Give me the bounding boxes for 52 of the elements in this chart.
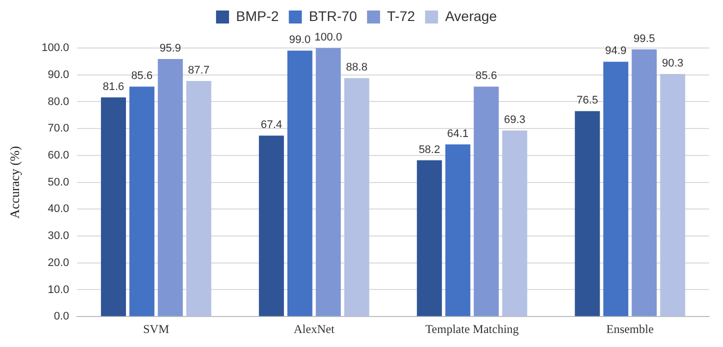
y-tick-label: 60.0 (48, 149, 70, 162)
bar (603, 62, 628, 316)
data-label: 85.6 (131, 70, 153, 82)
bar (660, 74, 686, 316)
y-tick-label: 0.0 (54, 310, 70, 323)
data-label: 67.4 (260, 119, 282, 132)
bar (474, 86, 499, 316)
y-axis-title: Accuracy (%) (7, 146, 22, 219)
x-tick-label: Ensemble (606, 322, 654, 336)
data-label: 76.5 (576, 94, 598, 107)
data-label: 64.1 (447, 128, 469, 140)
bar (574, 111, 600, 316)
legend-label: BMP-2 (236, 8, 280, 24)
data-label: 100.0 (314, 32, 342, 44)
data-label: 81.6 (102, 80, 124, 93)
bar (316, 48, 341, 316)
y-tick-label: 70.0 (48, 122, 70, 135)
bar (186, 81, 212, 316)
bar (344, 78, 370, 316)
data-label: 90.3 (662, 58, 684, 70)
data-label: 58.2 (418, 144, 440, 156)
data-label: 95.9 (160, 42, 182, 55)
y-tick-label: 90.0 (48, 68, 70, 81)
data-label: 88.8 (346, 62, 368, 74)
legend-label: T-72 (387, 8, 416, 24)
x-tick-label: Template Matching (425, 322, 519, 336)
legend-label: BTR-70 (308, 8, 358, 24)
y-tick-label: 50.0 (48, 176, 70, 188)
bar (287, 50, 312, 316)
bar (416, 160, 442, 316)
y-tick-label: 40.0 (48, 203, 70, 216)
data-label: 87.7 (188, 64, 210, 77)
data-label: 85.6 (476, 70, 497, 82)
data-label: 99.0 (289, 34, 311, 46)
bar (445, 144, 470, 316)
bar (129, 86, 154, 316)
y-tick-label: 10.0 (48, 284, 70, 296)
bar (158, 59, 183, 316)
data-label: 99.5 (634, 32, 655, 45)
legend-label: Average (445, 8, 498, 24)
y-tick-label: 30.0 (48, 230, 70, 242)
data-label: 94.9 (605, 45, 627, 58)
bar (502, 130, 528, 316)
bar (100, 97, 126, 316)
bar (632, 49, 657, 316)
bar (258, 136, 284, 316)
y-tick-label: 100.0 (42, 42, 70, 54)
y-tick-label: 20.0 (48, 256, 70, 269)
x-tick-label: SVM (143, 322, 170, 336)
y-tick-label: 80.0 (48, 96, 70, 108)
data-label: 69.3 (504, 114, 526, 126)
x-tick-label: AlexNet (294, 322, 336, 336)
